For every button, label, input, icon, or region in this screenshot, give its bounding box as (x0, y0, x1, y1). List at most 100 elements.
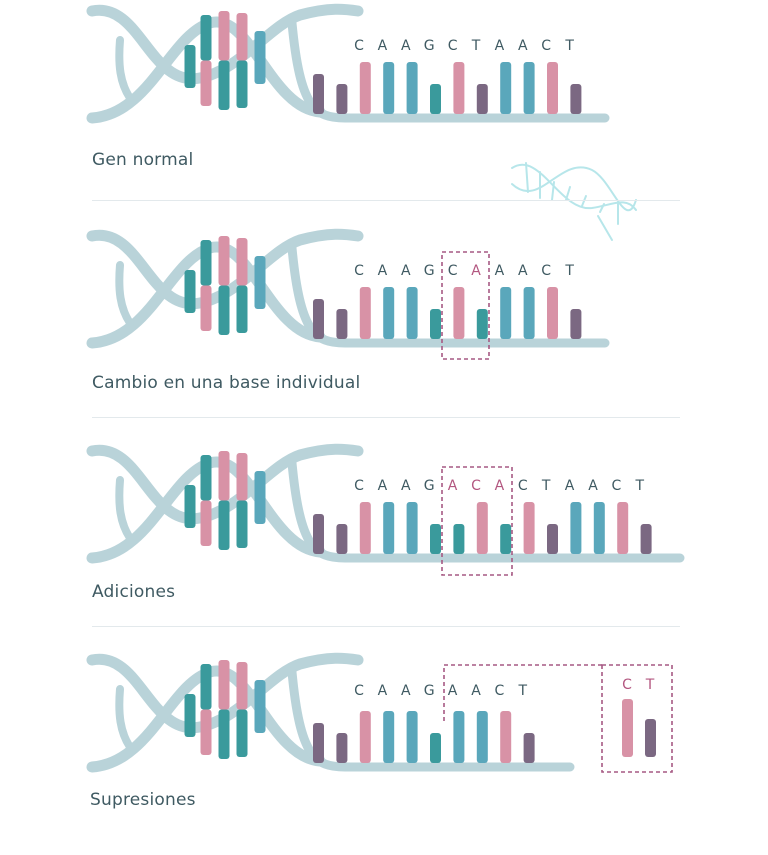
base-bar (430, 733, 441, 763)
helix-rung (254, 256, 266, 309)
sequence-letter: C (495, 683, 505, 699)
base-bar (523, 287, 535, 339)
helix-rung (184, 485, 196, 528)
base-bar (547, 287, 558, 339)
dna-backbone (287, 243, 610, 348)
dna-backbone (287, 18, 610, 123)
base-bar (500, 524, 512, 554)
base-bar (453, 524, 465, 554)
base-bar (430, 84, 441, 114)
base-bar (313, 514, 324, 554)
helix-loop (115, 261, 134, 327)
helix-rung (236, 60, 248, 108)
highlight-box (441, 466, 513, 576)
helix-rung (236, 453, 248, 501)
sequence-letter: G (424, 478, 435, 494)
base-bar (359, 62, 371, 114)
base-bar (570, 309, 582, 339)
base-bar (453, 287, 465, 339)
sequence-letter: T (541, 478, 551, 494)
sequence-letter: C (518, 478, 528, 494)
divider (92, 200, 680, 201)
sequence-letter: A (378, 683, 388, 699)
base-bar (593, 502, 605, 554)
sequence-letter: C (354, 263, 364, 279)
base-bar (406, 711, 418, 763)
removed-letter: C (622, 677, 632, 693)
helix-rung (236, 709, 248, 757)
sequence-letter: A (588, 478, 598, 494)
sequence-letter: A (378, 263, 388, 279)
base-bar (430, 524, 441, 554)
sequence-letter: A (401, 683, 411, 699)
panel-title: Adiciones (92, 582, 176, 602)
sequence-letter: A (378, 478, 388, 494)
sequence-letter: C (354, 683, 364, 699)
base-bar (523, 733, 535, 763)
helix-rung (200, 455, 212, 501)
base-bar (313, 723, 324, 763)
helix-rung (218, 660, 230, 710)
base-bar (383, 287, 395, 339)
helix-rung (218, 11, 230, 61)
base-bar (359, 287, 371, 339)
base-bar (383, 711, 395, 763)
dna-helix-outline-icon (511, 162, 637, 241)
helix-loop (115, 476, 134, 542)
removed-letter: T (645, 677, 655, 693)
sequence-letter: G (424, 38, 435, 54)
sequence-letter: T (518, 683, 528, 699)
dna-strand (287, 458, 685, 563)
double-helix (86, 652, 364, 773)
helix-rung (218, 500, 230, 550)
sequence-letter: A (495, 38, 505, 54)
base-bar (313, 74, 324, 114)
sequence-letter: T (564, 38, 574, 54)
sequence-letter: G (424, 683, 435, 699)
sequence-letter: C (471, 478, 481, 494)
helix-rung (200, 285, 212, 331)
dna-backbone (287, 458, 685, 563)
dna-backbone (287, 667, 575, 772)
sequence-letter: A (401, 38, 411, 54)
deletion-connector (443, 664, 602, 721)
base-bars (313, 62, 582, 114)
helix-rung (200, 664, 212, 710)
divider (92, 626, 680, 627)
helix-rung (236, 500, 248, 548)
base-bar (570, 84, 582, 114)
sequence-letter: C (541, 38, 551, 54)
helix-rung (236, 13, 248, 61)
base-bar (383, 502, 395, 554)
base-bar (547, 524, 558, 554)
helix-rung (218, 451, 230, 501)
base-bar (476, 309, 488, 339)
base-bar (430, 309, 441, 339)
double-helix (86, 3, 364, 124)
sequence-letter: C (354, 38, 364, 54)
sequence-letter: T (635, 478, 645, 494)
base-bar (500, 62, 512, 114)
base-bar (547, 62, 558, 114)
base-bar (570, 502, 582, 554)
sequence-letter: A (565, 478, 575, 494)
base-bar (453, 711, 465, 763)
helix-rung (200, 15, 212, 61)
helix-rung (218, 236, 230, 286)
helix-rung (200, 500, 212, 546)
sequence-letter: C (354, 478, 364, 494)
base-bar (406, 502, 418, 554)
base-bar (336, 733, 348, 763)
base-bar (453, 62, 465, 114)
sequence-letter: A (448, 478, 458, 494)
sequence-letter: A (518, 38, 528, 54)
panel-title: Cambio en una base individual (92, 373, 361, 393)
